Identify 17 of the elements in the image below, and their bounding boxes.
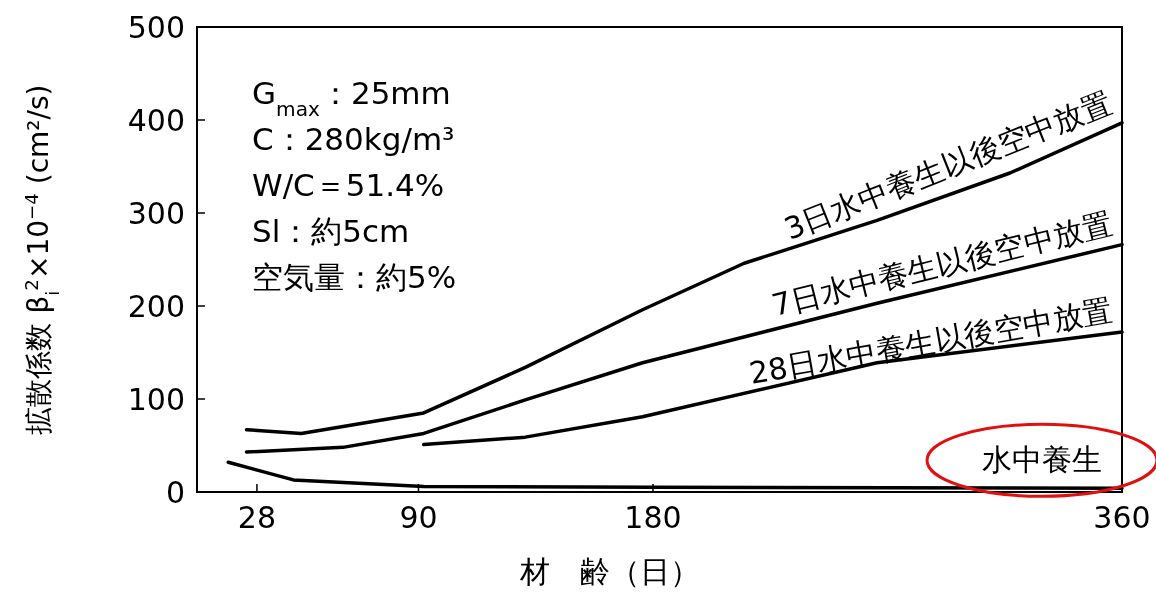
annotation: W/C＝51.4%	[252, 167, 445, 203]
y-tick-label: 200	[127, 288, 185, 324]
y-tick-label: 0	[165, 474, 185, 510]
y-tick-label: 100	[127, 381, 185, 417]
y-tick-label: 500	[127, 9, 185, 45]
annotation: 空気量：約5%	[252, 259, 457, 295]
annotation: C：280kg/m³	[252, 121, 455, 157]
x-axis-title: 材 齢（日）	[518, 554, 700, 589]
x-tick-label: 360	[1093, 500, 1151, 535]
annotation: G$_{max}$：25mm	[252, 75, 451, 121]
x-tick-label: 180	[624, 500, 682, 535]
y-tick-label: 400	[127, 102, 185, 138]
x-tick-label: 90	[399, 500, 438, 535]
series-label: 水中養生	[982, 442, 1102, 478]
x-tick-label: 28	[237, 500, 277, 535]
y-tick-label: 300	[127, 195, 185, 231]
annotation: Sl：約5cm	[252, 213, 410, 249]
